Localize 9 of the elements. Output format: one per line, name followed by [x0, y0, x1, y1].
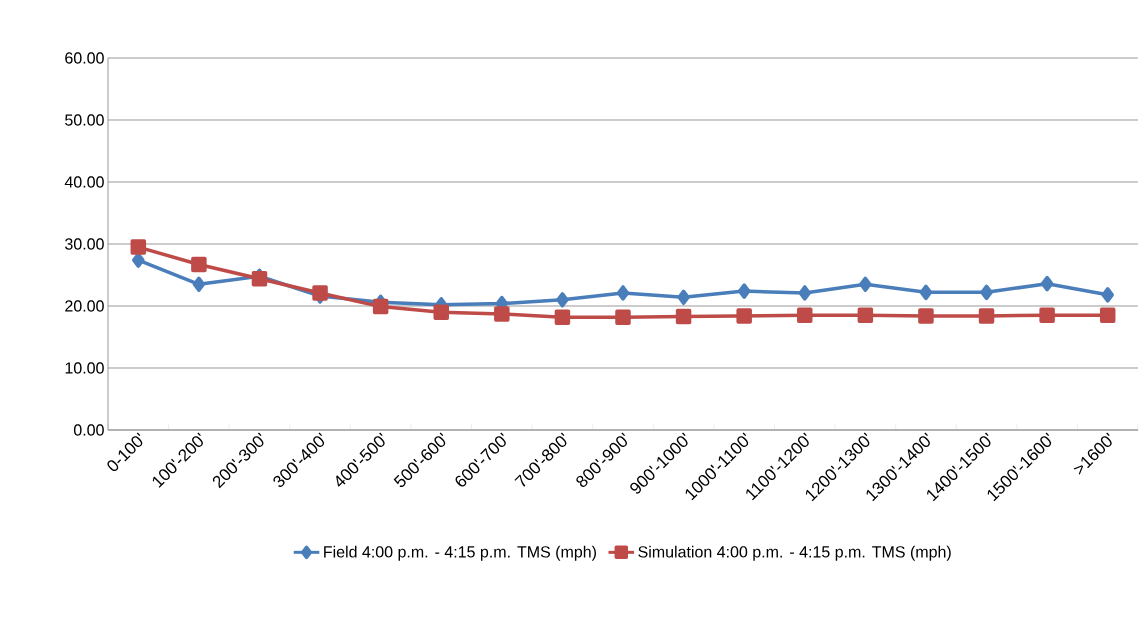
legend-label: Simulation 4:00 p.m. - 4:15 p.m. TMS (mph) — [638, 545, 951, 561]
legend-label: Field 4:00 p.m. - 4:15 p.m. TMS (mph) — [324, 545, 596, 561]
y-tick-label: 10.00 — [65, 362, 104, 374]
y-tick-label: 20.00 — [65, 300, 104, 312]
y-tick-label: 40.00 — [64, 176, 104, 188]
y-tick-label: 50.00 — [65, 114, 104, 126]
y-tick-label: 30.00 — [65, 238, 104, 250]
y-tick-label: 60.00 — [65, 52, 104, 64]
y-tick-label: 0.00 — [73, 424, 104, 436]
